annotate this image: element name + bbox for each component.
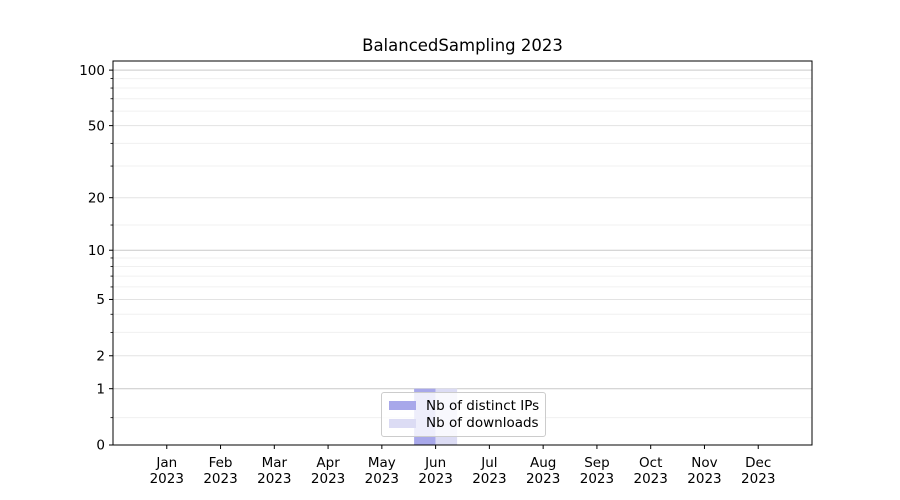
legend-swatch-downloads xyxy=(389,418,416,428)
x-tick-label-year: 2023 xyxy=(472,471,506,487)
x-tick-label-month: Jan xyxy=(155,455,177,471)
x-tick-label-month: Jun xyxy=(424,455,446,471)
x-tick-label-month: May xyxy=(368,455,396,471)
x-tick-label-month: Nov xyxy=(691,455,717,471)
x-tick-label-month: Jul xyxy=(480,455,497,471)
x-tick-label-month: Oct xyxy=(639,455,662,471)
chart-title: BalancedSampling 2023 xyxy=(362,36,563,55)
y-tick-label: 0 xyxy=(96,438,105,454)
x-tick-label-year: 2023 xyxy=(311,471,345,487)
y-tick-label: 50 xyxy=(88,118,105,134)
x-tick-label-year: 2023 xyxy=(580,471,614,487)
x-tick-label-month: Aug xyxy=(530,455,556,471)
x-tick-label-year: 2023 xyxy=(418,471,452,487)
y-tick-label: 5 xyxy=(96,292,105,308)
x-tick-label-year: 2023 xyxy=(150,471,184,487)
legend-item-distinct-ips: Nb of distinct IPs xyxy=(389,397,540,414)
x-tick-label-year: 2023 xyxy=(203,471,237,487)
x-tick-label-year: 2023 xyxy=(634,471,668,487)
legend-label-downloads: Nb of downloads xyxy=(426,415,539,432)
x-tick-label-year: 2023 xyxy=(526,471,560,487)
x-tick-label-month: Dec xyxy=(745,455,771,471)
x-tick-label-year: 2023 xyxy=(741,471,775,487)
y-tick-label: 100 xyxy=(79,63,105,79)
x-tick-label-month: Mar xyxy=(262,455,288,471)
y-tick-label: 2 xyxy=(96,348,105,364)
plot-area xyxy=(112,60,813,446)
x-tick-label-month: Sep xyxy=(584,455,609,471)
legend: Nb of distinct IPs Nb of downloads xyxy=(381,392,546,437)
x-tick-label-year: 2023 xyxy=(365,471,399,487)
legend-label-distinct-ips: Nb of distinct IPs xyxy=(426,397,540,414)
y-tick-label: 1 xyxy=(96,381,105,397)
y-tick-label: 20 xyxy=(88,190,105,206)
legend-swatch-distinct-ips xyxy=(389,401,416,411)
legend-item-downloads: Nb of downloads xyxy=(389,415,539,432)
x-tick-label-year: 2023 xyxy=(687,471,721,487)
x-tick-label-month: Apr xyxy=(316,455,340,471)
y-tick-label: 10 xyxy=(88,243,105,259)
x-tick-label-month: Feb xyxy=(209,455,233,471)
x-tick-label-year: 2023 xyxy=(257,471,291,487)
